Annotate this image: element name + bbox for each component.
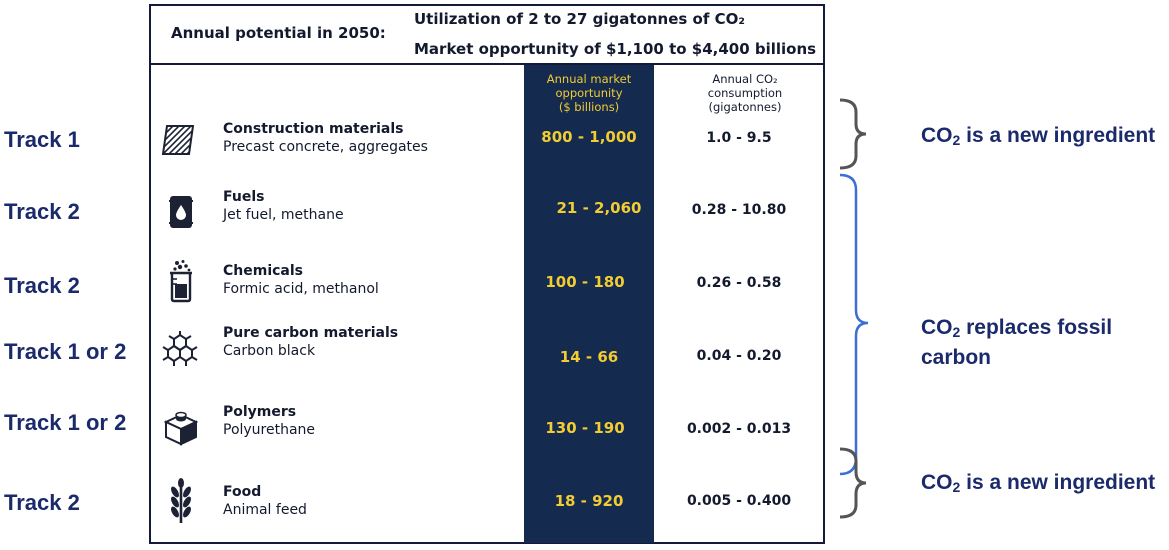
track-label: Track 2	[4, 273, 80, 298]
sector-name: Polymers	[223, 404, 297, 420]
track-label: Track 2	[4, 490, 80, 515]
header-line-1: Utilization of 2 to 27 gigatonnes of CO₂	[414, 10, 745, 28]
consumption-value: 0.04 - 0.20	[696, 348, 782, 364]
market-column-highlight	[524, 65, 654, 543]
consumption-value: 1.0 - 9.5	[706, 130, 772, 146]
bracket-new-ingredient-bottom	[839, 447, 867, 519]
beaker-icon	[170, 260, 192, 303]
consumption-value: 0.28 - 10.80	[691, 202, 787, 218]
annotation-replaces-fossil: CO2 replaces fossil carbon	[921, 316, 1113, 369]
hatched-block-icon	[161, 125, 195, 155]
sector-description: Animal feed	[223, 502, 307, 518]
consumption-value: 0.002 - 0.013	[686, 421, 792, 437]
wheat-icon	[171, 478, 191, 523]
sector-description: Carbon black	[223, 343, 316, 359]
carbon-lattice-icon	[162, 331, 198, 366]
track-label: Track 2	[4, 199, 80, 224]
table-frame	[149, 4, 825, 544]
sector-name: Pure carbon materials	[223, 325, 399, 341]
annotation-new-ingredient-top: CO2 is a new ingredient	[921, 124, 1156, 148]
sector-description: Formic acid, methanol	[223, 281, 379, 297]
sector-name: Food	[223, 484, 262, 500]
brackets-group	[839, 98, 869, 519]
track-label: Track 1 or 2	[4, 410, 127, 435]
sector-description: Jet fuel, methane	[223, 207, 344, 223]
market-value: 14 - 66	[559, 348, 619, 366]
consumption-value: 0.26 - 0.58	[696, 275, 782, 291]
market-value: 100 - 180	[545, 273, 625, 291]
polymer-brick-icon	[163, 411, 199, 446]
fuel-barrel-icon	[169, 196, 193, 228]
market-value: 130 - 190	[545, 419, 625, 437]
bracket-replaces-fossil	[839, 173, 869, 476]
market-value: 800 - 1,000	[541, 128, 637, 146]
track-label: Track 1 or 2	[4, 339, 127, 364]
header-divider	[149, 63, 825, 65]
sector-description: Polyurethane	[223, 422, 316, 438]
consumption-value: 0.005 - 0.400	[686, 493, 792, 509]
market-column-header: Annual market opportunity ($ billions)	[546, 72, 632, 114]
sector-name: Construction materials	[223, 121, 404, 137]
bracket-new-ingredient-top	[839, 98, 867, 170]
sector-name: Chemicals	[223, 263, 304, 279]
market-value: 18 - 920	[554, 492, 624, 510]
header-label: Annual potential in 2050:	[171, 24, 386, 42]
sector-name: Fuels	[223, 189, 265, 205]
header-line-2: Market opportunity of $1,100 to $4,400 b…	[414, 40, 817, 58]
consumption-column-header: Annual CO₂ consumption (gigatonnes)	[707, 72, 783, 114]
annotation-new-ingredient-bottom: CO2 is a new ingredient	[921, 471, 1156, 495]
track-label: Track 1	[4, 127, 80, 152]
market-value: 21 - 2,060	[556, 199, 642, 217]
sector-description: Precast concrete, aggregates	[223, 139, 428, 155]
